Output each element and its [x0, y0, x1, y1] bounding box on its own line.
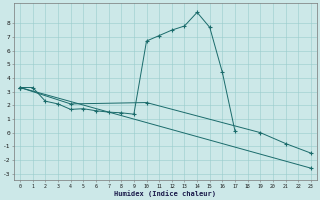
X-axis label: Humidex (Indice chaleur): Humidex (Indice chaleur): [115, 190, 217, 197]
